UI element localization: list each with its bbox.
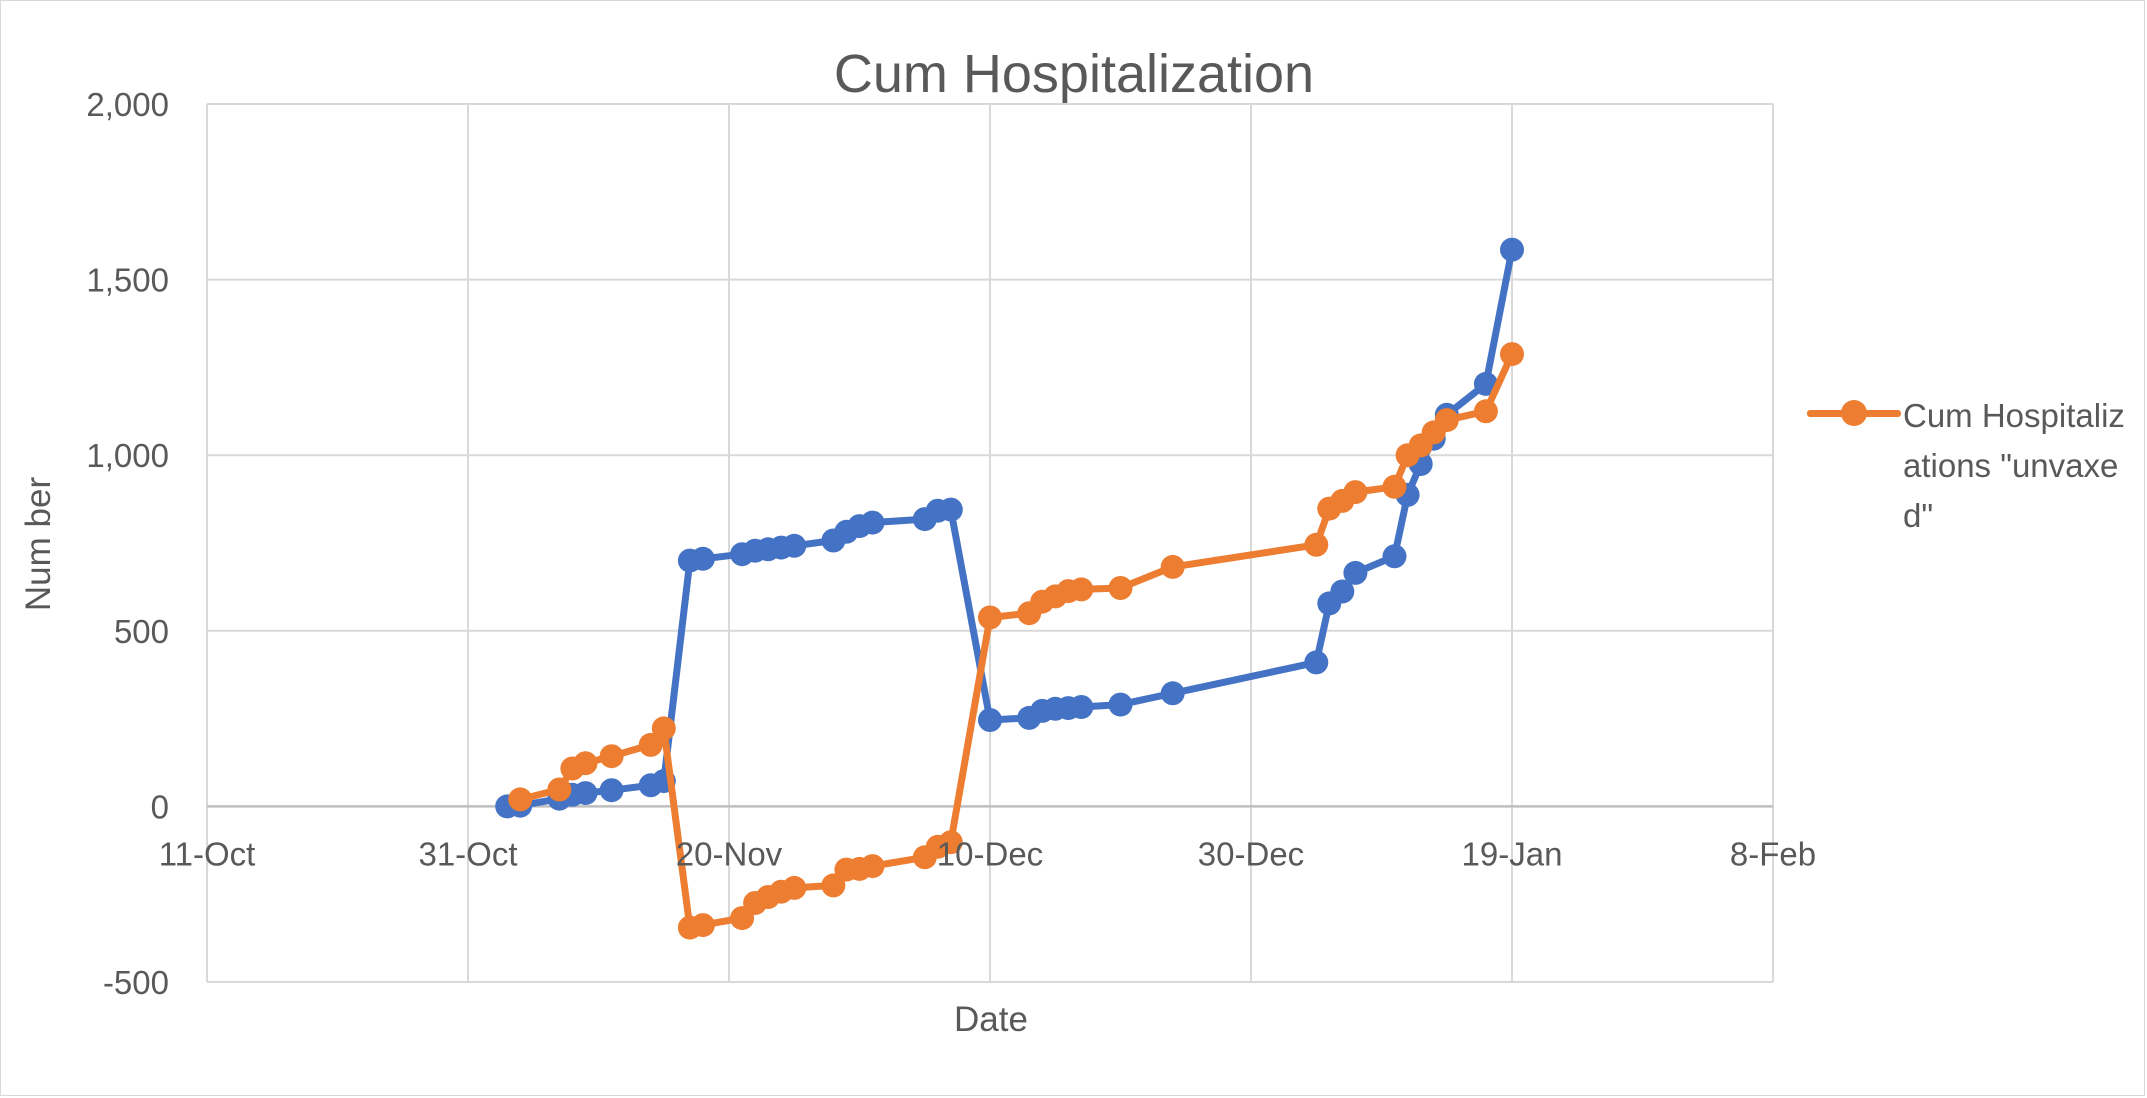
data-point (938, 830, 963, 855)
data-point (1382, 474, 1407, 499)
data-point (690, 546, 715, 571)
data-point (690, 913, 715, 938)
data-point (938, 497, 963, 522)
legend-label: Cum Hospitalizations "unvaxed" (1903, 397, 2125, 534)
data-point (573, 751, 598, 776)
y-axis-title: Num ber (19, 477, 58, 612)
data-point (1160, 554, 1185, 579)
legend-swatch (1807, 391, 1901, 426)
data-point (860, 510, 885, 535)
data-point (1304, 532, 1329, 557)
x-tick-label: 11-Oct (159, 835, 256, 872)
y-tick-label: 2,000 (86, 86, 169, 123)
data-point (1330, 579, 1355, 604)
data-point (782, 533, 807, 558)
x-tick-label: 8-Feb (1730, 835, 1816, 872)
data-point (547, 777, 572, 802)
data-point (599, 778, 624, 803)
data-point (860, 854, 885, 879)
data-point (508, 787, 533, 812)
data-point (1382, 544, 1407, 569)
data-point (1343, 560, 1368, 585)
data-point (1473, 399, 1498, 424)
x-tick-label: 10-Dec (937, 835, 1043, 872)
series-1 (495, 237, 1524, 819)
data-point (599, 744, 624, 769)
data-point (1500, 342, 1524, 367)
data-point (1343, 480, 1368, 505)
x-tick-label: 30-Dec (1198, 835, 1304, 872)
data-point (821, 873, 846, 898)
data-point (1108, 576, 1133, 600)
data-point (638, 732, 663, 757)
series-2 (508, 342, 1524, 940)
data-point (978, 708, 1002, 732)
data-point (1500, 237, 1524, 262)
data-point (1069, 695, 1094, 719)
data-point (651, 716, 676, 741)
data-point (1434, 408, 1459, 433)
legend: Cum Hospitalizations "unvaxed" (1807, 391, 2137, 541)
y-tick-label: 500 (114, 613, 169, 650)
y-tick-label: 1,000 (86, 437, 169, 474)
x-tick-label: 31-Oct (418, 835, 517, 872)
chart-title: Cum Hospitalization (834, 44, 1314, 104)
x-tick-label: 20-Nov (676, 835, 783, 872)
data-point (1108, 692, 1133, 717)
y-tick-label: 1,500 (86, 262, 169, 299)
data-point (1069, 577, 1094, 602)
x-tick-label: 19-Jan (1462, 835, 1563, 872)
y-tick-label: 0 (151, 788, 169, 825)
data-point (978, 605, 1002, 630)
data-point (782, 875, 807, 900)
x-axis-title: Date (954, 1000, 1028, 1039)
y-tick-label: -500 (103, 964, 169, 1001)
data-point (1160, 681, 1185, 706)
data-point (1304, 650, 1329, 675)
data-point (573, 781, 598, 806)
